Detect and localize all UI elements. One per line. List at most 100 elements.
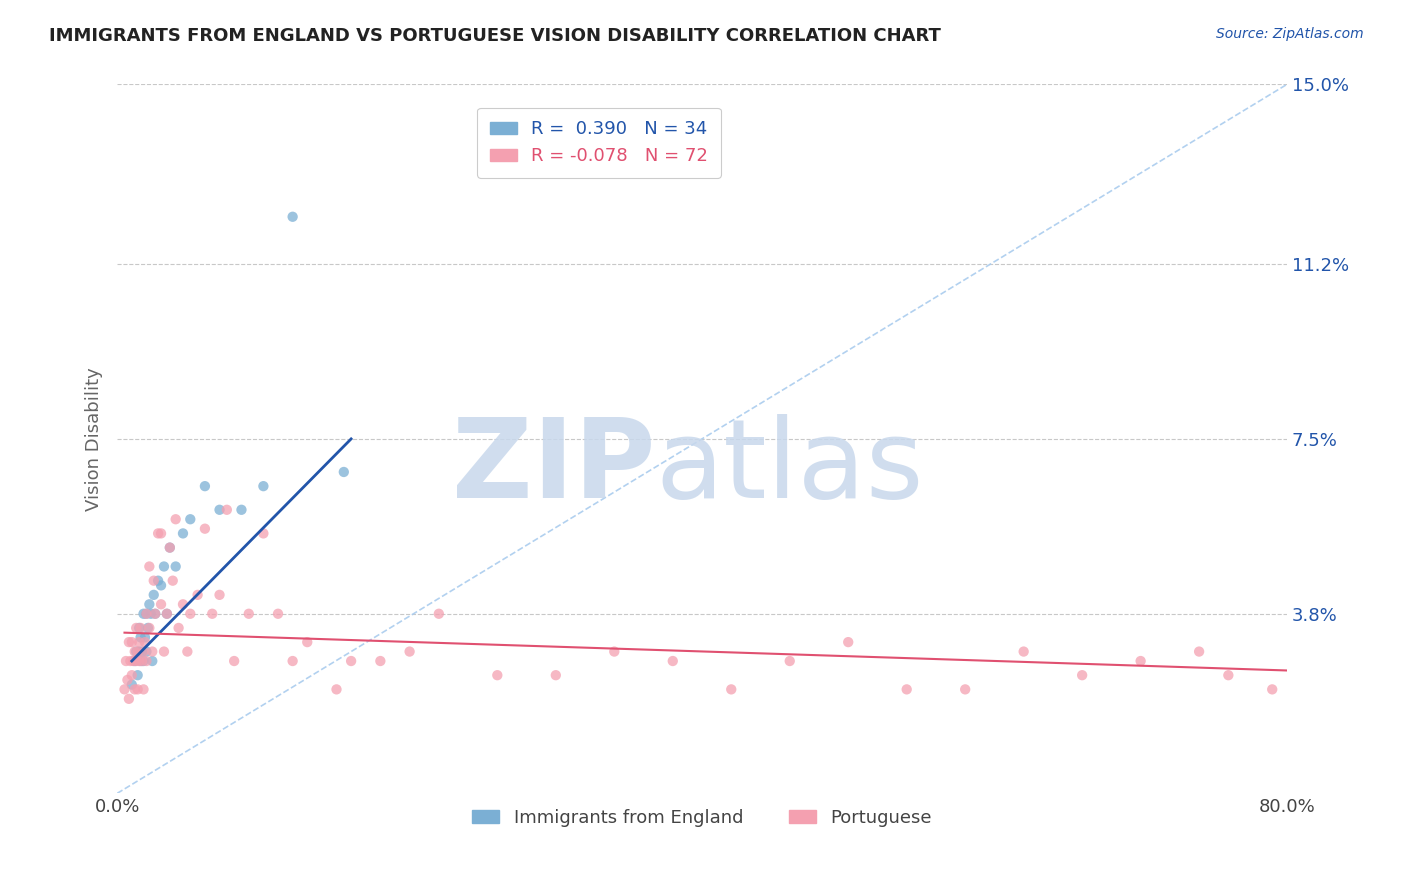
Text: IMMIGRANTS FROM ENGLAND VS PORTUGUESE VISION DISABILITY CORRELATION CHART: IMMIGRANTS FROM ENGLAND VS PORTUGUESE VI… (49, 27, 941, 45)
Point (135, 607, 157, 621)
Point (132, 607, 155, 621)
Point (165, 512, 187, 526)
Point (281, 654, 304, 668)
Point (146, 574, 169, 588)
Point (1129, 654, 1152, 668)
Point (661, 654, 683, 668)
Point (370, 654, 392, 668)
Point (125, 644, 148, 658)
Point (238, 607, 260, 621)
Point (118, 635, 141, 649)
Point (156, 607, 179, 621)
Y-axis label: Vision Disability: Vision Disability (86, 367, 103, 511)
Point (153, 559, 176, 574)
Point (125, 654, 148, 668)
Point (134, 631, 156, 645)
Point (194, 522, 217, 536)
Point (132, 682, 155, 697)
Point (143, 607, 166, 621)
Text: Source: ZipAtlas.com: Source: ZipAtlas.com (1216, 27, 1364, 41)
Point (139, 607, 162, 621)
Point (187, 588, 209, 602)
Point (779, 654, 801, 668)
Point (118, 691, 141, 706)
Point (125, 621, 148, 635)
Point (141, 654, 163, 668)
Point (143, 607, 166, 621)
Point (150, 526, 173, 541)
Point (603, 644, 626, 658)
Point (131, 654, 153, 668)
Point (128, 644, 150, 658)
Legend: Immigrants from England, Portuguese: Immigrants from England, Portuguese (465, 802, 939, 834)
Point (1188, 644, 1211, 658)
Point (267, 607, 290, 621)
Point (165, 559, 187, 574)
Point (135, 644, 157, 658)
Point (224, 654, 246, 668)
Point (167, 621, 190, 635)
Point (179, 512, 201, 526)
Point (138, 621, 160, 635)
Point (124, 644, 146, 658)
Point (231, 503, 253, 517)
Point (127, 668, 149, 682)
Point (159, 541, 181, 555)
Point (172, 597, 194, 611)
Point (325, 682, 347, 697)
Point (128, 621, 150, 635)
Point (135, 607, 157, 621)
Point (1261, 682, 1284, 697)
Point (1071, 668, 1094, 682)
Point (131, 644, 153, 658)
Point (1012, 644, 1035, 658)
Point (156, 607, 179, 621)
Point (141, 644, 163, 658)
Point (138, 597, 160, 611)
Point (281, 210, 304, 224)
Point (136, 621, 159, 635)
Point (398, 644, 420, 658)
Point (120, 654, 142, 668)
Point (252, 479, 274, 493)
Point (153, 644, 176, 658)
Point (142, 574, 165, 588)
Point (896, 682, 918, 697)
Point (128, 635, 150, 649)
Point (297, 635, 319, 649)
Point (215, 503, 238, 517)
Point (150, 597, 173, 611)
Point (127, 644, 149, 658)
Point (134, 635, 156, 649)
Point (132, 644, 155, 658)
Point (114, 682, 136, 697)
Point (122, 654, 145, 668)
Point (129, 621, 152, 635)
Point (544, 668, 567, 682)
Point (208, 503, 231, 517)
Point (159, 541, 181, 555)
Point (138, 559, 160, 574)
Point (252, 526, 274, 541)
Point (132, 654, 155, 668)
Point (720, 682, 742, 697)
Point (150, 578, 173, 592)
Point (146, 526, 169, 541)
Point (201, 607, 224, 621)
Point (121, 668, 143, 682)
Point (837, 635, 859, 649)
Point (115, 654, 138, 668)
Point (194, 479, 217, 493)
Point (172, 526, 194, 541)
Point (124, 682, 146, 697)
Point (1218, 668, 1240, 682)
Point (333, 465, 356, 479)
Point (142, 588, 165, 602)
Point (124, 654, 146, 668)
Point (129, 654, 152, 668)
Point (176, 644, 198, 658)
Point (179, 607, 201, 621)
Point (427, 607, 450, 621)
Point (127, 682, 149, 697)
Point (162, 574, 184, 588)
